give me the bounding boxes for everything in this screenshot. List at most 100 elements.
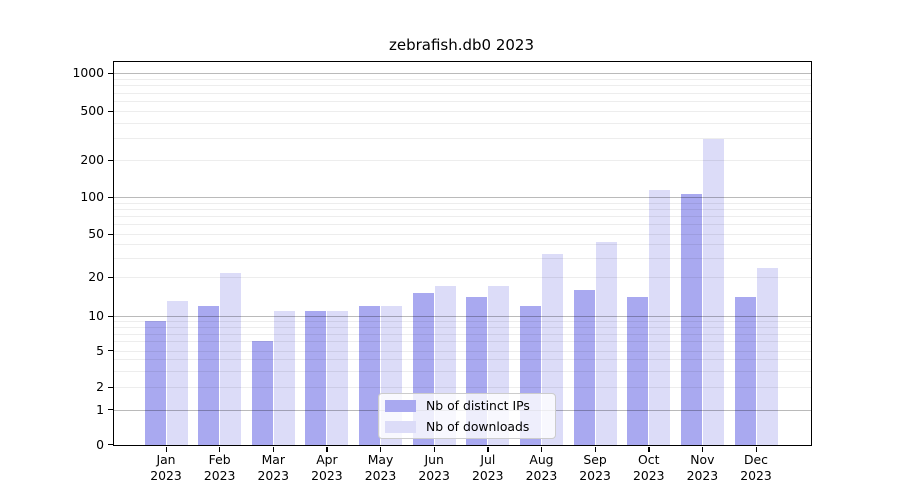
x-tick-mark: [487, 446, 489, 452]
bar-ips-oct: [627, 297, 649, 445]
gridline-minor: [114, 244, 811, 246]
y-tick-label: 5: [96, 342, 104, 358]
bar-ips-feb: [198, 305, 220, 445]
y-tick-label: 0: [96, 436, 104, 452]
y-tick-label: 2: [96, 379, 104, 394]
gridline-minor: [114, 327, 811, 329]
x-tick-label: Dec 2023: [740, 452, 772, 483]
bar-downloads-dec: [756, 268, 778, 445]
gridline-minor: [114, 341, 811, 343]
gridline-minor: [114, 138, 811, 140]
gridline-minor: [114, 224, 811, 226]
gridline-minor: [114, 122, 811, 124]
y-tick-mark: [107, 315, 113, 317]
y-tick-mark: [107, 159, 113, 161]
y-tick-mark: [107, 110, 113, 112]
y-tick-label: 20: [88, 269, 104, 284]
y-tick-mark: [107, 350, 113, 352]
x-tick-mark: [701, 446, 704, 452]
bar-downloads-mar: [273, 310, 295, 445]
gridline-minor: [114, 387, 811, 388]
gridline-minor: [114, 92, 811, 94]
x-tick-mark: [594, 446, 596, 452]
x-tick-label: Mar 2023: [257, 452, 290, 483]
x-tick-label: Apr 2023: [311, 452, 343, 483]
x-tick-label: Aug 2023: [525, 452, 558, 483]
gridline-minor: [114, 160, 811, 161]
bar-downloads-oct: [649, 190, 671, 445]
x-tick-label: Jan 2023: [150, 452, 182, 483]
gridline-major: [114, 316, 811, 317]
bar-downloads-feb: [220, 272, 242, 445]
gridline-minor: [114, 216, 811, 218]
x-tick-label: Oct 2023: [632, 452, 665, 483]
bar-downloads-sep: [595, 242, 617, 445]
gridline-minor: [114, 234, 811, 235]
y-tick-label: 200: [80, 152, 104, 167]
gridline-minor: [114, 111, 811, 112]
x-tick-mark: [165, 446, 167, 452]
x-tick-mark: [648, 446, 650, 452]
y-tick-mark: [107, 276, 113, 278]
bar-downloads-jan: [166, 301, 188, 445]
gridline-minor: [114, 85, 811, 87]
x-tick-mark: [219, 446, 221, 452]
legend-swatch: [385, 399, 416, 412]
gridline-minor: [114, 350, 811, 352]
gridline-minor: [114, 208, 811, 210]
legend: Nb of distinct IPs Nb of downloads: [378, 393, 556, 439]
gridline-minor: [114, 277, 811, 278]
bar-downloads-apr: [327, 310, 349, 445]
bar-ips-jan: [144, 321, 166, 445]
x-tick-label: Jun 2023: [418, 452, 450, 483]
y-tick-label: 10: [88, 308, 104, 323]
gridline-minor: [114, 359, 811, 361]
legend-item-distinct-ips: Nb of distinct IPs: [385, 397, 549, 414]
gridline-minor: [114, 257, 811, 259]
gridline-major: [114, 73, 811, 74]
gridline-minor: [114, 78, 811, 80]
x-tick-label: Feb 2023: [203, 452, 236, 483]
bar-ips-dec: [734, 297, 756, 445]
y-tick-label: 100: [80, 189, 104, 204]
y-tick-label: 1000: [72, 65, 104, 80]
y-tick-mark: [107, 233, 113, 235]
y-tick-mark: [107, 196, 113, 198]
chart-title: zebrafish.db0 2023: [388, 36, 535, 54]
x-tick-label: Sep 2023: [579, 452, 611, 483]
x-tick-label: Jul 2023: [472, 452, 504, 483]
legend-swatch: [385, 420, 416, 433]
bar-downloads-nov: [702, 139, 724, 445]
x-tick-mark: [272, 446, 275, 452]
x-tick-mark: [540, 446, 543, 452]
legend-label: Nb of downloads: [426, 419, 530, 434]
y-tick-mark: [107, 409, 113, 411]
y-tick-mark: [107, 444, 113, 446]
x-tick-label: May 2023: [364, 452, 397, 483]
plot-area: 0 1 2 5 10 20 50 100 200 500 1000 Jan 2023 Feb 2023 Mar…: [72, 61, 812, 483]
bar-ips-may: [359, 305, 381, 445]
gridline-minor: [114, 321, 811, 323]
gridline-minor: [114, 101, 811, 102]
legend-item-downloads: Nb of downloads: [385, 418, 549, 435]
gridline-minor: [114, 333, 811, 335]
x-tick-mark: [380, 446, 382, 452]
x-tick-mark: [755, 446, 757, 452]
y-tick-label: 1: [96, 401, 104, 417]
gridline-minor: [114, 370, 811, 372]
x-tick-mark: [326, 446, 328, 452]
x-tick-mark: [433, 446, 435, 452]
bar-ips-nov: [680, 194, 702, 445]
gridline-major: [114, 197, 811, 198]
x-tick-label: Nov 2023: [686, 452, 719, 483]
y-tick-label: 50: [88, 226, 104, 241]
y-tick-label: 500: [80, 103, 104, 118]
bar-ips-apr: [305, 310, 327, 445]
bar-ips-sep: [573, 289, 595, 445]
gridline-minor: [114, 202, 811, 204]
y-tick-mark: [107, 72, 113, 74]
y-tick-mark: [107, 386, 113, 388]
bar-ips-mar: [251, 341, 273, 445]
legend-label: Nb of distinct IPs: [426, 398, 530, 413]
